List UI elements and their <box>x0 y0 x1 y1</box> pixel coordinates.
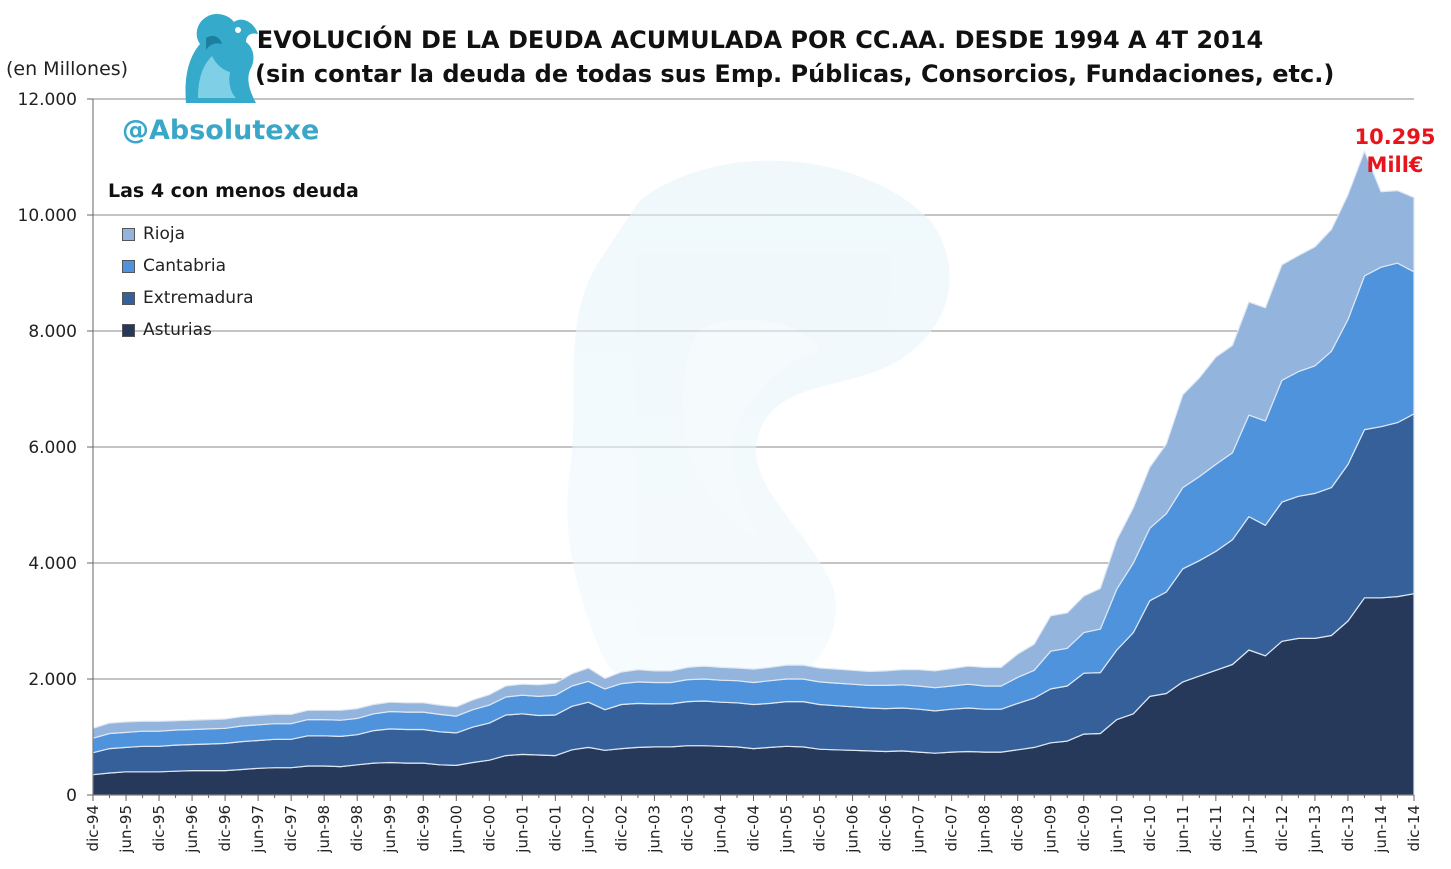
y-tick-label: 0 <box>66 786 77 806</box>
chart-title: EVOLUCIÓN DE LA DEUDA ACUMULADA POR CC.A… <box>256 26 1264 54</box>
legend-label-extremadura: Extremadura <box>143 288 254 308</box>
x-tick-label: dic-08 <box>1009 805 1027 851</box>
legend-title: Las 4 con menos deuda <box>108 180 359 202</box>
x-tick-label: dic-11 <box>1207 805 1225 851</box>
legend-label-cantabria: Cantabria <box>143 256 227 276</box>
x-tick-label: jun-09 <box>1042 805 1060 854</box>
x-tick-label: dic-04 <box>745 805 763 851</box>
x-axis-ticks: dic-94 jun-95 dic-95 jun-96 dic-96 jun-97 dic-… <box>84 795 1423 854</box>
x-tick-label: dic-10 <box>1141 805 1159 851</box>
x-tick-label: jun-01 <box>513 805 531 854</box>
x-tick-label: dic-00 <box>480 805 498 851</box>
x-tick-label: dic-09 <box>1075 805 1093 851</box>
legend-item-extremadura: Extremadura <box>122 288 254 308</box>
legend-swatch-cantabria <box>122 259 135 273</box>
x-tick-label: dic-96 <box>216 805 234 851</box>
y-tick-label: 4.000 <box>28 554 77 574</box>
x-tick-label: dic-14 <box>1405 805 1423 851</box>
legend-swatch-rioja <box>122 227 135 241</box>
x-tick-label: dic-01 <box>546 805 564 851</box>
x-tick-label: dic-95 <box>150 805 168 851</box>
legend: Las 4 con menos deuda Rioja Cantabria Ex… <box>108 180 359 340</box>
x-tick-label: dic-02 <box>612 805 630 851</box>
x-tick-label: jun-00 <box>447 805 465 854</box>
x-tick-label: jun-99 <box>381 805 399 854</box>
y-tick-label: 12.000 <box>18 90 77 110</box>
legend-label-rioja: Rioja <box>143 224 186 244</box>
x-tick-label: dic-99 <box>414 805 432 851</box>
x-tick-label: jun-02 <box>579 805 597 854</box>
x-tick-label: jun-13 <box>1306 805 1324 854</box>
x-tick-label: jun-12 <box>1240 805 1258 854</box>
x-tick-label: jun-03 <box>645 805 663 854</box>
area-rioja <box>92 150 1415 739</box>
x-tick-label: jun-04 <box>712 805 730 854</box>
y-tick-label: 2.000 <box>28 670 77 690</box>
x-tick-label: dic-94 <box>84 805 102 851</box>
x-tick-label: jun-96 <box>183 805 201 854</box>
griffin-logo <box>185 14 258 103</box>
final-total-unit: Mill€ <box>1366 153 1424 177</box>
x-tick-label: jun-08 <box>976 805 994 854</box>
x-tick-label: jun-10 <box>1108 805 1126 854</box>
x-tick-label: dic-97 <box>282 805 300 851</box>
x-tick-label: jun-11 <box>1174 805 1192 854</box>
final-total-annotation: 10.295 Mill€ <box>1345 123 1445 179</box>
legend-swatch-extremadura <box>122 291 135 305</box>
x-tick-label: dic-06 <box>877 805 895 851</box>
x-tick-label: jun-06 <box>844 805 862 854</box>
x-tick-label: dic-12 <box>1273 805 1291 851</box>
x-tick-label: dic-13 <box>1339 805 1357 851</box>
x-tick-label: jun-14 <box>1372 805 1390 854</box>
x-tick-label: jun-07 <box>910 805 928 854</box>
legend-item-cantabria: Cantabria <box>122 256 226 276</box>
legend-label-asturias: Asturias <box>143 320 212 340</box>
x-tick-label: dic-05 <box>811 805 829 851</box>
watermark <box>567 160 950 708</box>
x-tick-label: jun-98 <box>315 805 333 854</box>
x-tick-label: dic-07 <box>943 805 961 851</box>
y-axis-units-label: (en Millones) <box>6 58 129 80</box>
legend-item-rioja: Rioja <box>122 224 185 244</box>
final-total-value: 10.295 <box>1354 125 1436 149</box>
chart-subtitle: (sin contar la deuda de todas sus Emp. P… <box>255 60 1335 88</box>
x-tick-label: jun-97 <box>249 805 267 854</box>
legend-swatch-asturias <box>122 323 135 337</box>
y-tick-label: 8.000 <box>28 322 77 342</box>
x-tick-label: dic-98 <box>348 805 366 851</box>
y-axis-ticks: 0 2.000 4.000 6.000 8.000 10.000 12.000 <box>18 90 93 806</box>
x-tick-label: jun-05 <box>778 805 796 854</box>
brand-handle: @Absolutexe <box>122 115 320 146</box>
legend-item-asturias: Asturias <box>122 320 212 340</box>
x-tick-label: jun-95 <box>117 805 135 854</box>
y-tick-label: 6.000 <box>28 438 77 458</box>
x-tick-label: dic-03 <box>679 805 697 851</box>
y-tick-label: 10.000 <box>18 206 77 226</box>
